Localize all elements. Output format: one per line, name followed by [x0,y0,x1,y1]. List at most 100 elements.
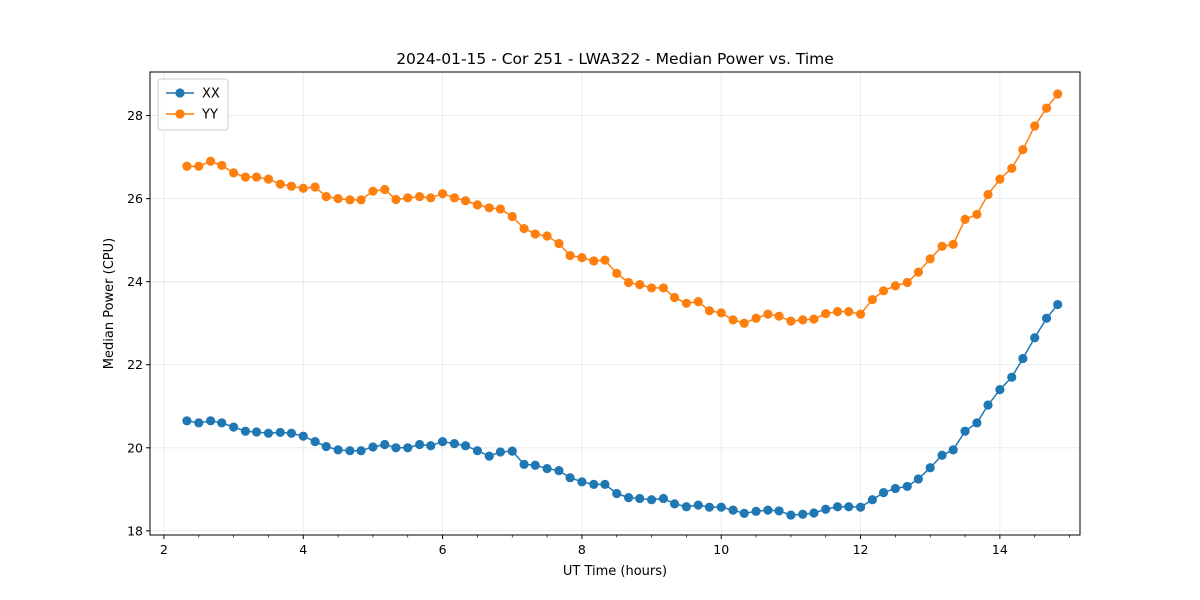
series-xx [182,299,1063,520]
x-axis-label: UT Time (hours) [563,564,667,579]
data-point-xx [716,502,726,512]
data-point-yy [1018,145,1028,155]
data-point-yy [635,280,645,290]
data-point-xx [960,426,970,436]
data-point-yy [855,309,866,319]
data-point-yy [345,195,355,205]
x-tick-label: 10 [713,542,729,557]
y-tick-label: 24 [127,274,143,289]
data-point-xx [832,502,843,512]
x-tick-label: 14 [992,542,1008,557]
legend-marker [175,109,185,119]
data-point-yy [878,286,889,296]
data-point-xx [345,446,355,456]
data-point-yy [589,256,599,266]
data-point-xx [472,446,483,456]
legend-item-yy: YY [166,108,218,123]
data-point-yy [1030,121,1040,131]
data-point-yy [1041,103,1052,113]
data-point-yy [728,315,738,325]
data-point-xx [577,477,587,487]
data-point-yy [460,196,471,206]
data-point-yy [960,214,970,225]
y-tick-label: 18 [127,523,143,538]
data-point-xx [623,493,634,503]
x-tick-label: 4 [299,542,307,557]
data-point-yy [251,172,262,182]
data-point-yy [646,283,657,293]
data-point-xx [612,488,622,499]
data-point-yy [704,306,714,316]
data-point-xx [391,443,401,453]
data-point-yy [798,315,808,325]
data-point-xx [669,499,680,509]
data-point-yy [948,239,958,249]
data-point-xx [275,427,285,438]
data-point-xx [693,500,703,510]
data-point-yy [867,294,878,305]
data-point-xx [310,436,320,447]
data-point-xx [565,473,575,483]
data-point-yy [182,161,192,171]
data-point-yy [1007,163,1017,173]
data-point-yy [263,174,274,184]
series-yy [182,89,1063,328]
data-point-xx [380,439,390,450]
data-point-xx [855,502,866,512]
data-point-xx [460,441,471,451]
series-line-yy [186,93,1059,324]
data-point-yy [809,314,819,324]
data-point-yy [426,193,436,203]
legend-label: YY [201,108,218,123]
data-point-yy [821,309,831,319]
data-point-xx [530,460,540,470]
data-point-xx [867,495,878,505]
data-point-xx [240,426,251,436]
data-point-yy [356,195,366,205]
data-point-xx [786,510,796,520]
y-axis-label: Median Power (CPU) [102,238,117,369]
data-point-xx [495,447,505,457]
data-point-yy [310,182,320,192]
x-tick-label: 6 [439,542,447,557]
data-point-xx [739,508,749,519]
plot-frame [149,71,1081,536]
data-point-yy [937,241,947,251]
data-point-xx [368,442,378,452]
data-point-yy [763,309,773,319]
grid [150,72,1080,535]
data-point-yy [554,238,564,249]
data-point-xx [821,504,831,514]
data-point-xx [554,466,564,476]
data-point-yy [751,313,761,323]
data-point-xx [403,443,413,453]
data-point-xx [415,439,425,450]
data-point-yy [658,283,669,293]
data-point-yy [669,292,680,303]
data-point-yy [913,267,923,277]
y-tick-label: 28 [127,108,143,123]
data-point-yy [542,231,552,241]
data-point-yy [844,307,854,317]
data-point-xx [972,418,982,428]
data-point-yy [380,184,390,195]
data-point-yy [716,308,726,318]
data-point-xx [507,446,517,456]
data-point-xx [356,446,366,456]
data-point-xx [194,418,204,428]
data-point-xx [519,459,529,470]
data-point-xx [263,428,274,438]
data-point-yy [983,189,993,200]
data-point-yy [275,179,285,189]
data-point-yy [925,254,935,264]
data-point-yy [902,277,912,288]
legend-box [157,78,229,131]
data-point-xx [925,463,935,473]
data-point-xx [298,431,308,441]
data-point-xx [229,422,239,432]
data-point-xx [437,436,448,447]
legend-item-xx: XX [166,87,220,102]
data-point-yy [890,281,900,291]
